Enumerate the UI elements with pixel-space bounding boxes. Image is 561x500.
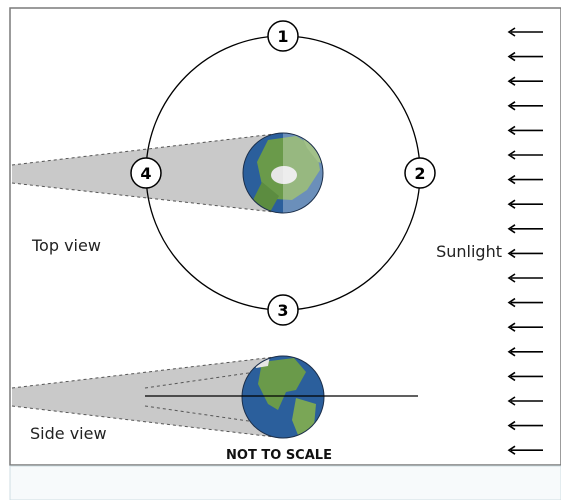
sunlight-arrow	[507, 322, 543, 332]
position-2-marker: 2	[404, 157, 436, 189]
position-3-marker: 3	[267, 294, 299, 326]
sunlight-label: Sunlight	[436, 242, 502, 261]
sunlight-arrow	[507, 347, 543, 357]
sunlight-arrow	[507, 445, 543, 455]
sunlight-arrow	[507, 273, 543, 283]
position-4-marker: 4	[130, 157, 162, 189]
sunlight-arrow	[507, 174, 543, 185]
earth-shadow-side	[12, 356, 283, 438]
position-1-label: 1	[277, 27, 288, 46]
side-view: Side view NOT TO SCALE	[11, 355, 418, 463]
position-2-label: 2	[414, 164, 425, 183]
position-4-label: 4	[140, 164, 151, 183]
sunlight-arrow	[507, 297, 543, 308]
earth-side	[242, 356, 324, 438]
sunlight-arrow	[507, 248, 543, 259]
top-view-label: Top view	[31, 236, 101, 255]
sunlight-arrow	[507, 371, 543, 382]
sunlight-arrow	[507, 150, 543, 160]
sunlight-arrow	[507, 396, 543, 406]
sunlight-arrow	[507, 51, 543, 62]
sunlight-arrow	[507, 125, 543, 136]
scale-note: NOT TO SCALE	[226, 448, 332, 463]
sunlight-arrow	[507, 420, 543, 431]
side-view-label: Side view	[30, 424, 107, 443]
sunlight-arrow	[507, 224, 543, 234]
sunlight-arrow	[507, 101, 543, 111]
position-3-label: 3	[277, 301, 288, 320]
position-1-marker: 1	[267, 20, 299, 52]
sunlight-arrow	[507, 27, 543, 37]
sunlight-arrow	[507, 76, 543, 86]
sunlight-arrows	[507, 27, 543, 455]
sunlight-arrow	[507, 199, 543, 209]
lower-panel	[9, 465, 561, 500]
